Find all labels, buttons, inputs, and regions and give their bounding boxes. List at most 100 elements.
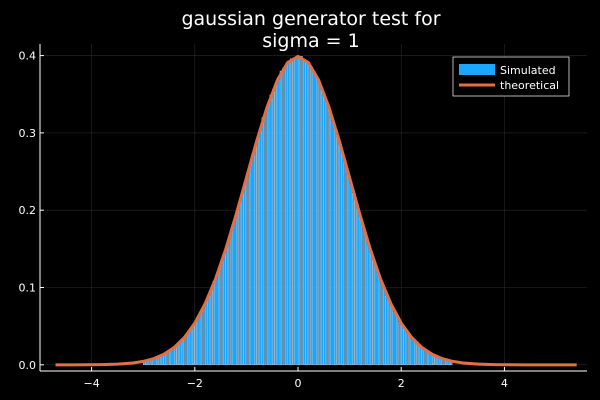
histogram-bar <box>192 326 195 365</box>
histogram-bar <box>202 305 205 365</box>
histogram-bar <box>176 343 179 365</box>
histogram-bar <box>225 245 228 365</box>
histogram-bar <box>199 312 203 365</box>
histogram-bar <box>331 118 334 365</box>
histogram-bar <box>303 59 306 365</box>
histogram-bar <box>383 288 386 365</box>
legend-box <box>452 56 570 97</box>
y-tick-label: 0.2 <box>19 204 37 217</box>
histogram-bar <box>349 182 352 365</box>
histogram-bar <box>300 56 303 365</box>
histogram-bar <box>194 320 197 365</box>
histogram-bar <box>246 172 249 365</box>
histogram-bar <box>292 57 295 365</box>
histogram-bar <box>341 154 345 365</box>
histogram-bar <box>395 316 399 365</box>
y-tick-label: 0.1 <box>19 282 37 295</box>
histogram-bar <box>390 306 394 365</box>
histogram-bar <box>287 60 290 365</box>
histogram-bar <box>277 77 280 365</box>
histogram-bar <box>290 58 293 365</box>
histogram-bar <box>326 102 329 365</box>
histogram-bar <box>266 103 270 365</box>
histogram-bar <box>401 325 404 365</box>
histogram-bar <box>297 56 301 365</box>
histogram-bar <box>328 110 332 365</box>
y-tick-label: 0.4 <box>19 50 37 63</box>
histogram-bar <box>264 111 267 365</box>
x-tick-label: −4 <box>83 377 99 390</box>
histogram-bar <box>380 282 383 365</box>
histogram-bar <box>367 244 370 365</box>
histogram-bar <box>310 67 314 365</box>
histogram-bar <box>207 295 210 365</box>
histogram-bar <box>305 60 308 365</box>
y-tick-labels: 0.0 0.1 0.2 0.3 0.4 <box>19 50 37 372</box>
x-tick-label: −2 <box>187 377 203 390</box>
histogram-bar <box>284 64 288 365</box>
histogram-bar <box>421 348 424 365</box>
histogram-bar <box>318 83 321 365</box>
histogram-bar <box>210 289 213 365</box>
histogram-bar <box>179 341 182 365</box>
histogram-bar <box>411 339 414 365</box>
histogram-bar <box>230 227 234 365</box>
histogram-bar <box>388 300 391 365</box>
histogram-bar <box>197 317 200 365</box>
histogram-bar <box>359 218 363 365</box>
histogram-bar <box>354 200 357 365</box>
histogram-bar <box>408 336 412 365</box>
histogram-bar <box>241 193 244 365</box>
x-tick-label: 0 <box>295 377 302 390</box>
histogram-bar <box>406 332 409 365</box>
histogram-bar <box>251 153 254 365</box>
histogram-bar <box>385 295 388 365</box>
axes <box>39 44 587 372</box>
histogram-bar <box>256 136 259 365</box>
histogram-bar <box>259 128 262 365</box>
x-tick-label: 4 <box>501 377 508 390</box>
legend-simulated-swatch <box>459 64 495 75</box>
histogram-bar <box>238 200 241 365</box>
histogram-bar <box>357 209 360 365</box>
histogram-bar <box>166 352 169 365</box>
histogram-bar <box>362 227 365 365</box>
histogram-bar <box>274 83 277 365</box>
legend-theoretical-label: theoretical <box>500 79 559 92</box>
histogram-bar <box>181 339 185 365</box>
chart-title-line-2: sigma = 1 <box>262 30 359 52</box>
histogram-bar <box>261 117 265 365</box>
theoretical-curve-layer <box>55 54 577 367</box>
histogram-bar <box>437 357 440 365</box>
histogram-bar <box>336 135 339 365</box>
histogram-bar <box>243 182 246 365</box>
histogram-bar <box>189 329 192 365</box>
histogram-bar <box>377 275 381 365</box>
x-tick-label: 2 <box>398 377 405 390</box>
x-tick-labels: −4 −2 0 2 4 <box>83 377 507 390</box>
histogram-bar <box>269 94 272 365</box>
histogram-bar <box>215 274 218 365</box>
histogram-bar <box>352 193 355 365</box>
histogram-bar <box>398 322 401 365</box>
histogram-bar <box>186 332 190 365</box>
histogram-bar <box>308 63 311 365</box>
histogram-bar <box>220 261 223 365</box>
histogram-bar <box>321 89 324 365</box>
chart-title-line-1: gaussian generator test for <box>181 8 440 30</box>
histogram-bar <box>233 219 236 365</box>
histogram-bar <box>228 237 231 365</box>
histogram-bar <box>346 173 350 365</box>
histogram-bar <box>171 348 174 365</box>
histogram-bar <box>333 128 337 365</box>
histogram-bar <box>295 56 298 365</box>
histogram-bar <box>248 163 252 365</box>
histogram-bar <box>217 267 221 365</box>
histogram-bar <box>424 349 427 365</box>
histogram-bar <box>279 70 283 365</box>
histogram-bar <box>254 145 257 365</box>
histogram-bar <box>223 253 226 365</box>
legend: Simulated theoretical <box>452 56 570 97</box>
histogram-bar <box>313 71 316 365</box>
